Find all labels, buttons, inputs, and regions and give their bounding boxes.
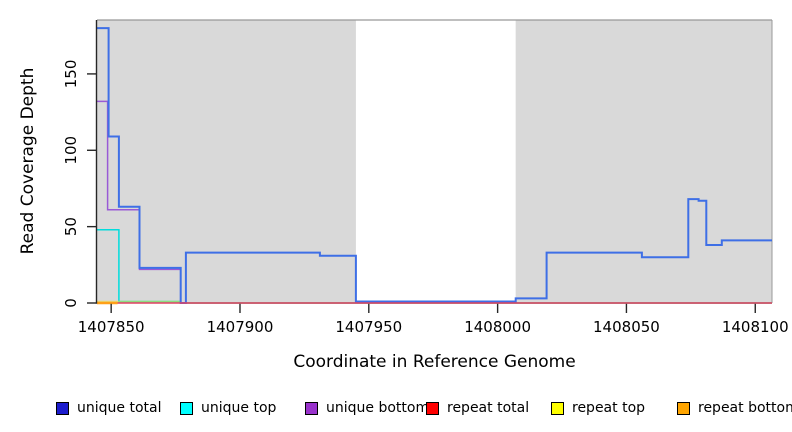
- x-tick-label: 1408000: [464, 318, 531, 336]
- x-axis-title: Coordinate in Reference Genome: [293, 352, 576, 372]
- x-tick-label: 1407900: [207, 318, 274, 336]
- x-tick-label: 1407850: [78, 318, 145, 336]
- y-tick-label: 50: [62, 217, 80, 236]
- x-tick-label: 1408100: [722, 318, 789, 336]
- x-tick-label: 1408050: [593, 318, 660, 336]
- y-tick-label: 150: [62, 60, 80, 89]
- series-unique-total: [97, 27, 772, 304]
- x-tick-label: 1407950: [335, 318, 402, 336]
- y-tick-label: 0: [62, 298, 80, 308]
- y-tick-label: 100: [62, 136, 80, 165]
- y-axis-title: Read Coverage Depth: [18, 67, 38, 255]
- uncovered-region: [355, 20, 516, 303]
